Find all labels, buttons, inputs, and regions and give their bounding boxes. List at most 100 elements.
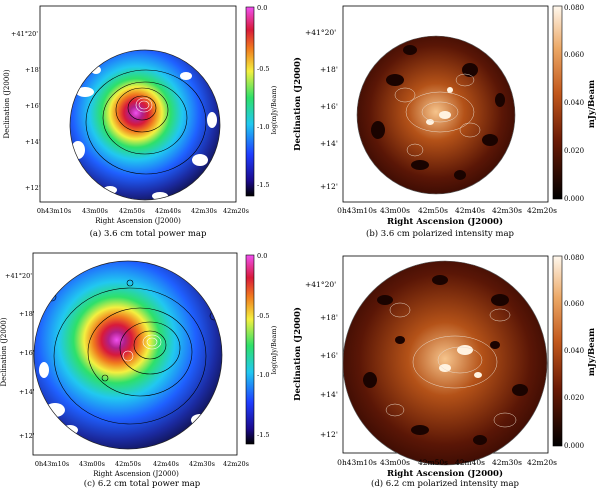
panel-b-ytick-2: +16'	[320, 102, 338, 111]
panel-b-ytick-1: +18'	[320, 65, 338, 74]
panel-b-ylabel: Declination (J2000)	[292, 57, 303, 151]
panel-a-xlabel: Right Ascension (J2000)	[95, 217, 181, 225]
panel-b-frame	[342, 5, 549, 203]
panel-c-xlabel: Right Ascension (J2000)	[93, 470, 179, 478]
panel-d-x-ticks: 0h43m10s 43m00s 42m50s 42m40s 42m30s 42m…	[337, 458, 557, 467]
panel-b-xtick-2: 42m50s	[418, 206, 448, 215]
panel-b-cbtick-3: 0.020	[564, 147, 584, 155]
panel-d-cbtick-1: 0.060	[564, 300, 584, 308]
panel-d: +41°20' +18' +16' +14' +12' Declination …	[292, 254, 597, 489]
panel-c-ytick-4: +12'	[19, 432, 35, 440]
panel-a-ytick-0: +41°20'	[11, 30, 38, 38]
panel-a: +41°20' +18' +16' +14' +12' Declination …	[3, 4, 278, 239]
panel-a-xtick-3: 42m40s	[155, 207, 181, 215]
panel-d-xlabel: Right Ascension (J2000)	[387, 468, 503, 479]
panel-d-cbtick-0: 0.080	[564, 254, 584, 262]
panel-b-xlabel: Right Ascension (J2000)	[387, 216, 503, 227]
panel-b-xtick-5: 42m20s	[527, 206, 557, 215]
panel-b-ytick-3: +14'	[320, 139, 338, 148]
panel-b-colorbar-label: mJy/Beam	[587, 80, 597, 128]
panel-b-xtick-4: 42m30s	[492, 206, 522, 215]
panel-d-ytick-3: +14'	[320, 390, 338, 399]
panel-d-colorbar	[552, 255, 563, 447]
panel-c-colorbar-label: log(mJy/Beam)	[270, 325, 278, 374]
panel-c-ytick-0: +41°20'	[5, 272, 32, 280]
panel-d-cbtick-2: 0.040	[564, 347, 584, 355]
panel-c-colorbar	[245, 254, 255, 445]
panel-c-y-ticks: +41°20' +18' +16' +14' +12'	[5, 272, 35, 440]
panel-a-ytick-3: +14'	[25, 138, 41, 146]
panel-a-map	[70, 50, 220, 200]
panel-c-ytick-1: +18'	[19, 310, 35, 318]
panel-b-ytick-0: +41°20'	[305, 28, 336, 37]
panel-a-ytick-1: +18'	[25, 66, 41, 74]
panel-a-colorbar	[245, 6, 255, 197]
panel-b-cbtick-4: 0.000	[564, 195, 584, 203]
panel-d-y-ticks: +41°20' +18' +16' +14' +12'	[305, 280, 338, 439]
panel-a-xtick-2: 42m50s	[119, 207, 145, 215]
panel-d-xtick-3: 42m40s	[455, 458, 485, 467]
panel-a-xtick-1: 43m00s	[82, 207, 108, 215]
panel-a-xtick-5: 42m20s	[223, 207, 249, 215]
panel-b-contours	[394, 73, 481, 157]
panel-c-xtick-0: 0h43m10s	[35, 460, 69, 468]
panel-a-colorbar-label: log(mJy/Beam)	[270, 85, 278, 134]
panel-a-caption: (a) 3.6 cm total power map	[90, 228, 207, 239]
panel-c-inner-contours	[122, 334, 162, 362]
panel-d-xtick-5: 42m20s	[527, 458, 557, 467]
panel-d-colorbar-label: mJy/Beam	[587, 328, 597, 376]
panel-d-dark-patches	[363, 275, 528, 445]
panel-d-contours	[385, 302, 517, 428]
panel-d-colorbar-ticks: 0.080 0.060 0.040 0.020 0.000	[564, 254, 584, 450]
panel-c-cbtick-2: -1.0	[257, 371, 270, 379]
panel-d-ytick-2: +16'	[320, 351, 338, 360]
panel-c-caption: (c) 6.2 cm total power map	[84, 478, 201, 489]
panel-c: +41°20' +18' +16' +14' +12' Declination …	[0, 252, 278, 489]
panel-d-ytick-0: +41°20'	[305, 280, 336, 289]
panel-c-xtick-4: 42m30s	[189, 460, 215, 468]
panel-c-ytick-3: +14'	[19, 388, 35, 396]
panel-b-xtick-1: 43m00s	[380, 206, 410, 215]
panel-a-colorbar-ticks: 0.0 -0.5 -1.0 -1.5	[257, 4, 270, 189]
panel-a-inner-contours	[135, 97, 153, 113]
panel-b-caption: (b) 3.6 cm polarized intensity map	[366, 228, 515, 239]
panel-d-cbtick-3: 0.020	[564, 394, 584, 402]
panel-d-cbtick-4: 0.000	[564, 442, 584, 450]
panel-a-x-ticks: 0h43m10s 43m00s 42m50s 42m40s 42m30s 42m…	[37, 207, 249, 215]
panel-c-ylabel: Declination (J2000)	[0, 317, 8, 386]
panel-b-cbtick-1: 0.060	[564, 51, 584, 59]
panel-c-x-ticks: 0h43m10s 43m00s 42m50s 42m40s 42m30s 42m…	[35, 460, 249, 468]
panel-c-cbtick-3: -1.5	[257, 431, 270, 439]
panel-a-cbtick-2: -1.0	[257, 123, 270, 131]
panel-b-y-ticks: +41°20' +18' +16' +14' +12'	[305, 28, 338, 191]
panel-a-cbtick-1: -0.5	[257, 65, 270, 73]
panel-d-ytick-1: +18'	[320, 313, 338, 322]
panel-b: +41°20' +18' +16' +14' +12' Declination …	[292, 4, 597, 239]
panel-a-frame	[39, 5, 237, 203]
panel-d-caption: (d) 6.2 cm polarized intensity map	[371, 478, 520, 489]
panel-a-ytick-4: +12'	[25, 184, 41, 192]
panel-b-bright-spots	[426, 87, 453, 125]
panel-d-ytick-4: +12'	[320, 430, 338, 439]
panel-b-dark-patches	[371, 45, 505, 180]
panel-d-xtick-4: 42m30s	[492, 458, 522, 467]
panel-a-xtick-0: 0h43m10s	[37, 207, 71, 215]
panel-a-y-ticks: +41°20' +18' +16' +14' +12'	[11, 30, 41, 192]
panel-c-contours	[47, 279, 219, 425]
panel-c-xtick-1: 43m00s	[79, 460, 105, 468]
panel-b-xtick-3: 42m40s	[455, 206, 485, 215]
panel-a-cbtick-0: 0.0	[257, 4, 267, 12]
panel-d-xtick-0: 0h43m10s	[337, 458, 377, 467]
panel-b-xtick-0: 0h43m10s	[337, 206, 377, 215]
panel-b-x-ticks: 0h43m10s 43m00s 42m50s 42m40s 42m30s 42m…	[337, 206, 557, 215]
panel-c-map	[34, 261, 222, 449]
panel-b-map	[357, 36, 515, 194]
panel-b-cbtick-2: 0.040	[564, 99, 584, 107]
panel-b-colorbar-ticks: 0.080 0.060 0.040 0.020 0.000	[564, 4, 584, 203]
panel-d-xtick-2: 42m50s	[418, 458, 448, 467]
panel-a-contours	[85, 69, 207, 175]
panel-c-frame	[32, 252, 238, 456]
panel-b-cbtick-0: 0.080	[564, 4, 584, 12]
panel-b-colorbar	[552, 5, 563, 200]
